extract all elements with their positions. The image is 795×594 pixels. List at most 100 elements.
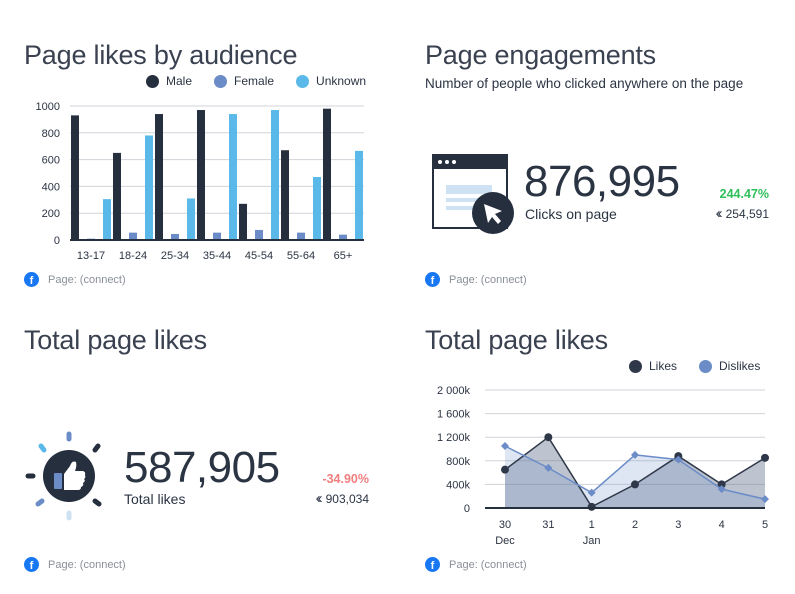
bar-female (297, 232, 305, 240)
x-tick-sublabel: Jan (583, 535, 601, 547)
likes-trend-legend: Likes Dislikes (629, 359, 760, 373)
legend-dislikes-label: Dislikes (719, 359, 761, 373)
facebook-icon: f (425, 557, 440, 572)
likes-trend-source[interactable]: f Page: (connect) (425, 557, 527, 572)
legend-likes-label: Likes (649, 359, 678, 373)
y-tick-label: 800 (42, 128, 60, 140)
x-tick-label: 5 (762, 519, 768, 531)
bar-male (155, 114, 163, 240)
bar-male (113, 152, 121, 240)
total-likes-previous: ‹‹ 903,034 (316, 490, 369, 507)
point-dislikes (674, 455, 683, 464)
engagements-title: Page engagements (425, 40, 656, 70)
point-dislikes (631, 450, 639, 459)
y-tick-label: 400k (446, 479, 470, 491)
y-tick-label: 800k (446, 456, 470, 468)
y-tick-label: 0 (464, 503, 470, 515)
legend-unknown-swatch (296, 74, 310, 88)
legend-dislikes[interactable]: Dislikes (699, 359, 760, 373)
total-likes-source[interactable]: f Page: (connect) (24, 557, 126, 572)
facebook-icon: f (425, 272, 440, 287)
x-tick-label: 55-64 (287, 250, 315, 262)
total-likes-label: Total likes (124, 491, 186, 507)
audience-title: Page likes by audience (24, 40, 298, 70)
x-tick-label: 45-54 (245, 250, 273, 262)
audience-source[interactable]: f Page: (connect) (24, 272, 126, 287)
bar-female (339, 234, 347, 240)
y-tick-label: 400 (42, 181, 60, 193)
bar-unknown (103, 199, 111, 240)
legend-male-swatch (146, 74, 159, 88)
bar-male (197, 110, 205, 240)
facebook-icon: f (24, 557, 39, 572)
audience-bar-chart[interactable]: 0 200 400 600 800 1000 13-17 18-24 25-34 35-44 45-… (20, 96, 380, 266)
point-dislikes (717, 485, 726, 494)
y-tick-label: 1 200k (437, 432, 471, 444)
legend-female[interactable]: Female (214, 74, 274, 88)
x-tick-label: 65+ (334, 250, 353, 262)
double-chevron-left-icon: ‹‹ (315, 490, 323, 507)
y-tick-label: 0 (54, 235, 60, 247)
legend-likes-swatch (629, 359, 642, 373)
point-likes (544, 433, 553, 442)
legend-likes[interactable]: Likes (629, 359, 677, 373)
likes-trend-source-label: Page: (connect) (449, 558, 527, 571)
engagements-previous-value: 254,591 (725, 206, 769, 221)
bar-female (129, 232, 137, 240)
point-likes (717, 480, 726, 489)
bar-male (281, 150, 289, 240)
x-tick-label: 30 (499, 519, 511, 531)
point-likes (631, 480, 639, 489)
y-tick-label: 1000 (36, 101, 60, 113)
legend-male[interactable]: Male (146, 74, 192, 88)
legend-male-label: Male (166, 74, 193, 88)
legend-unknown-label: Unknown (316, 74, 367, 88)
bar-male (71, 115, 79, 240)
total-likes-delta: -34.90% (322, 472, 369, 486)
area-dislikes (505, 446, 765, 508)
point-dislikes (544, 463, 553, 472)
x-tick-label: 3 (675, 519, 681, 531)
point-dislikes (587, 488, 596, 497)
point-likes (761, 453, 769, 462)
y-tick-label: 200 (42, 208, 60, 220)
x-tick-label: 13-17 (77, 250, 105, 262)
engagements-source[interactable]: f Page: (connect) (425, 272, 527, 287)
bar-unknown (229, 114, 237, 240)
engagements-source-label: Page: (connect) (449, 273, 527, 286)
bar-unknown (187, 198, 195, 240)
thumbs-up-icon (25, 431, 102, 521)
total-likes-title: Total page likes (24, 325, 207, 355)
point-likes (501, 465, 509, 474)
facebook-icon: f (24, 272, 39, 287)
legend-dislikes-swatch (699, 359, 713, 373)
total-likes-value: 587,905 (124, 443, 280, 492)
x-tick-label: 35-44 (203, 250, 231, 262)
bar-unknown (313, 177, 321, 240)
point-dislikes (501, 442, 509, 451)
x-tick-label: 31 (542, 519, 554, 531)
x-tick-sublabel: Dec (495, 535, 515, 547)
legend-female-swatch (214, 74, 228, 88)
audience-legend: Male Female Unknown (146, 74, 366, 88)
bar-female (213, 232, 221, 240)
engagements-value: 876,995 (524, 157, 680, 206)
y-tick-label: 600 (42, 155, 60, 167)
point-dislikes (761, 495, 769, 504)
engagements-delta: 244.47% (719, 187, 769, 201)
x-tick-label: 25-34 (161, 250, 189, 262)
bar-male (239, 203, 247, 240)
bar-female (255, 229, 263, 240)
legend-female-label: Female (234, 74, 275, 88)
x-tick-label: 18-24 (119, 250, 147, 262)
bar-unknown (271, 110, 279, 240)
point-likes (587, 502, 596, 511)
likes-trend-area-chart[interactable]: 0 400k 800k 1 200k 1 600k 2 000k 30 Dec 31 1 Jan 2 3… (420, 380, 780, 550)
likes-trend-title: Total page likes (425, 325, 608, 355)
legend-unknown[interactable]: Unknown (296, 74, 366, 88)
engagements-subtitle: Number of people who clicked anywhere on… (425, 76, 744, 91)
y-tick-label: 2 000k (437, 385, 471, 397)
x-tick-label: 1 (589, 519, 595, 531)
double-chevron-left-icon: ‹‹ (715, 205, 723, 222)
x-tick-label: 4 (719, 519, 725, 531)
